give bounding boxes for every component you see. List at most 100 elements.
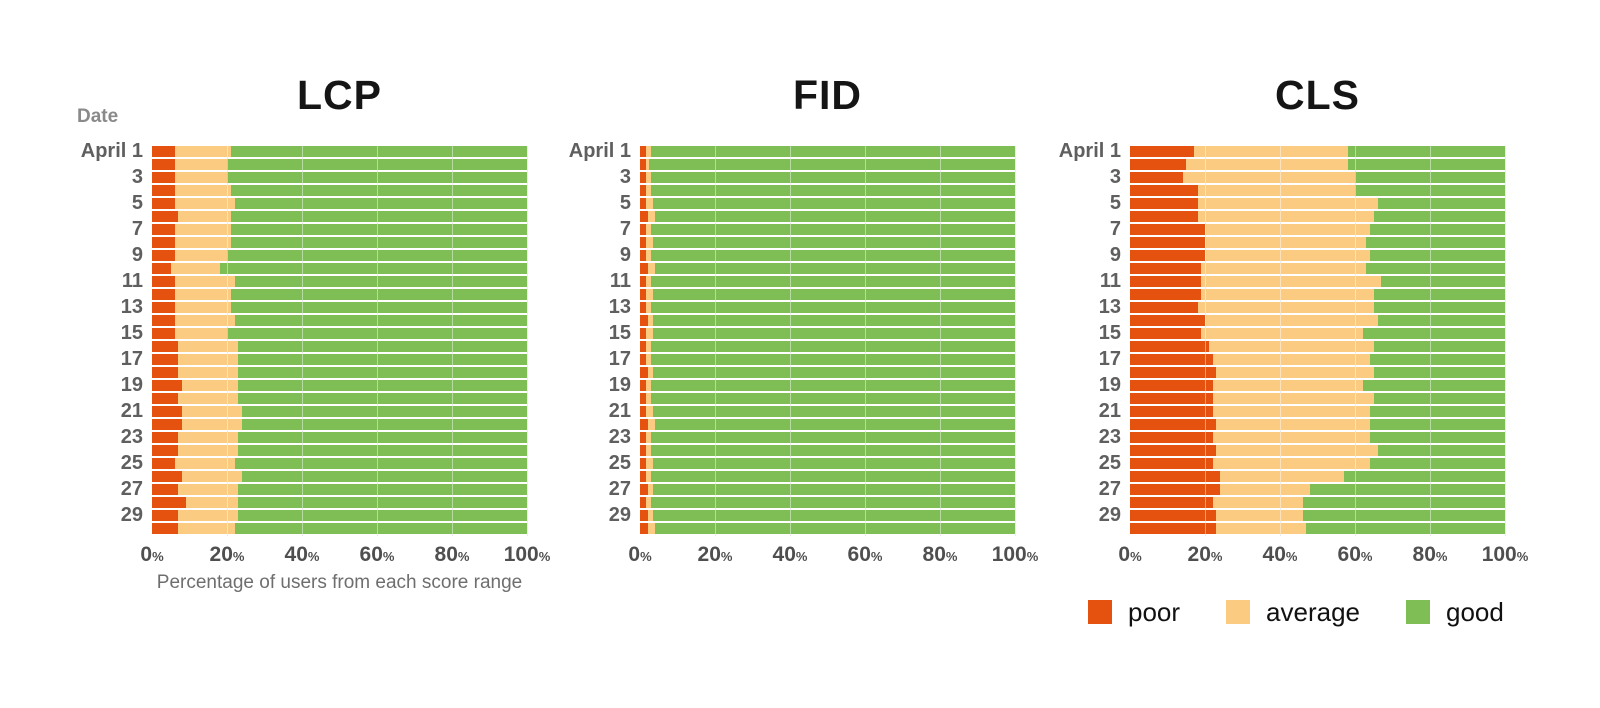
bar-row: 13 [1099,297,1505,317]
bar-segment-average [178,393,239,404]
bar-row: 27 [121,479,527,499]
bar-segment-good [1370,354,1505,365]
bar-segment-average [1205,315,1378,326]
bar-segment-average [645,198,654,209]
bar-segment-good [1366,237,1505,248]
bar-segment-poor [640,458,646,469]
bar-row [1130,315,1505,328]
bar-segment-good [651,393,1015,404]
legend: poor average good [1088,599,1504,625]
stacked-bar [1130,471,1505,482]
bar-segment-poor [152,224,175,235]
bar-segment-average [174,224,231,235]
x-tick-label: 40% [1262,543,1298,566]
bar-row [640,289,1015,302]
bar-row [152,263,527,276]
bar-segment-poor [1130,393,1213,404]
bar-segment-poor [640,328,646,339]
bar-row: 27 [609,479,1015,499]
bar-row: April 1 [569,141,1015,161]
bar-segment-poor [640,224,646,235]
bar-segment-poor [640,380,646,391]
stacked-bar [1130,367,1505,378]
bar-segment-good [651,185,1015,196]
bar-segment-poor [152,341,179,352]
bar-segment-poor [152,380,182,391]
bar-segment-poor [152,185,175,196]
bar-row [152,523,527,536]
bar-row: 21 [121,401,527,421]
bar-segment-poor [152,471,182,482]
gridline-overlay [452,146,453,536]
bar-segment-average [178,432,239,443]
stacked-bar [1130,328,1505,339]
bar-segment-average [645,406,654,417]
bar-segment-poor [640,276,646,287]
bar-row: 25 [121,453,527,473]
bar-segment-good [1370,406,1505,417]
bar-segment-average [1201,328,1363,339]
stacked-bar [1130,276,1505,287]
bar-segment-poor [152,159,175,170]
gridline-overlay [715,146,716,536]
bar-segment-average [174,289,231,300]
bar-segment-good [651,354,1015,365]
y-tick-label: April 1 [80,140,143,162]
bar-segment-poor [152,523,179,534]
bar-segment-average [178,367,239,378]
bar-segment-good [651,497,1015,508]
bar-segment-poor [640,497,646,508]
y-tick-label: 27 [1098,478,1121,500]
bar-segment-poor [640,341,646,352]
bar-segment-poor [640,510,648,521]
stacked-bar [1130,224,1505,235]
bar-segment-poor [1130,445,1217,456]
y-tick-label: 25 [608,452,631,474]
stacked-bar [640,289,1015,300]
bar-segment-good [1373,341,1505,352]
stacked-bar [640,445,1015,456]
bar-segment-good [651,302,1015,313]
bar-segment-average [1216,419,1370,430]
y-tick-label: 15 [1098,322,1121,344]
bar-row [1130,159,1505,172]
y-tick-label: 5 [131,192,143,214]
bar-segment-average [645,250,652,261]
bar-row: 21 [609,401,1015,421]
bar-segment-good [234,276,527,287]
bar-row [640,185,1015,198]
bar-segment-poor [640,315,648,326]
bar-segment-poor [640,159,646,170]
bar-segment-good [653,484,1015,495]
stacked-bar [152,237,527,248]
bar-segment-average [1212,406,1370,417]
y-tick-label: 23 [1098,426,1121,448]
bar-row: 25 [609,453,1015,473]
bar-segment-poor [1130,159,1187,170]
stacked-bar [1130,289,1505,300]
bar-segment-average [1197,302,1374,313]
bar-row: 17 [121,349,527,369]
bar-segment-average [645,497,652,508]
stacked-bar [152,146,527,157]
bar-segment-poor [1130,237,1205,248]
stacked-bar [152,198,527,209]
bar-segment-good [242,471,527,482]
bar-segment-average [174,172,227,183]
bar-row [640,237,1015,250]
stacked-bar [152,276,527,287]
bar-segment-average [645,302,652,313]
y-tick-label: 15 [608,322,631,344]
bar-segment-average [178,354,239,365]
bar-segment-good [238,380,527,391]
bar-segment-poor [640,432,646,443]
bar-segment-good [238,341,527,352]
stacked-bar [640,185,1015,196]
stacked-bar [1130,484,1505,495]
bar-segment-good [1370,419,1505,430]
bar-segment-good [1370,250,1505,261]
bar-row: 19 [121,375,527,395]
x-tick-label: 100% [1481,543,1529,566]
y-tick-label: 7 [1109,218,1121,240]
bar-segment-good [1310,484,1505,495]
